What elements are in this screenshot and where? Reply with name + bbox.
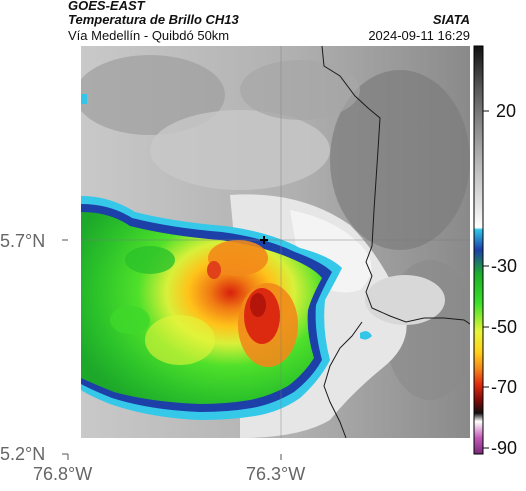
lat-tick-label: 5.2°N — [0, 444, 46, 464]
satellite-name: GOES-EAST — [68, 0, 145, 13]
lon-tick-label: 76.3°W — [246, 464, 306, 484]
lat-tick-label: 5.7°N — [0, 231, 46, 251]
colorbar-tick-label: -90 — [491, 438, 518, 458]
imagery-layer — [81, 46, 470, 438]
timestamp-label: 2024-09-11 16:29 — [368, 28, 470, 43]
colorbar-tick-label: -70 — [491, 377, 518, 397]
colorbar-tick-label: -30 — [491, 256, 518, 276]
region-label: Vía Medellín - Quibdó 50km — [68, 28, 230, 43]
organization-label: SIATA — [432, 12, 470, 27]
colorbar — [473, 45, 484, 455]
colorbar-tick-label: 20 — [496, 101, 517, 121]
product-title: Temperatura de Brillo CH13 — [68, 12, 239, 27]
lon-tick-label: 76.8°W — [33, 464, 93, 484]
colorbar-tick-label: -50 — [491, 317, 518, 337]
